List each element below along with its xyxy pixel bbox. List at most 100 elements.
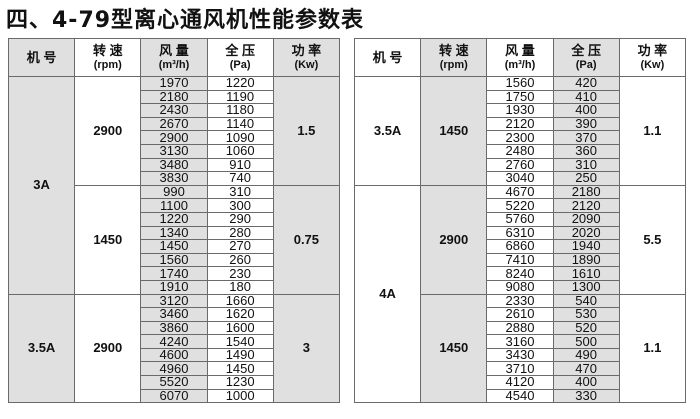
flow-cell: 3860	[140, 320, 208, 336]
table-row: 1910 180	[9, 279, 340, 295]
pressure-cell: 400	[552, 103, 620, 118]
pressure-cell: 280	[206, 225, 274, 241]
pressure-cell: 1000	[206, 388, 274, 404]
header-label: 功 率	[637, 42, 668, 58]
table-row: 1930 400	[355, 103, 686, 118]
model-cell: 3A	[7, 76, 76, 295]
flow-cell: 4540	[486, 388, 554, 404]
table-row: 6860 1940	[355, 239, 686, 254]
table-row: 3710 470	[355, 361, 686, 377]
flow-cell: 2180	[140, 89, 208, 105]
header-rpm: 转 速 (rpm)	[420, 38, 488, 77]
table-row: 4A 2900 4670 2180 5.5	[353, 184, 687, 404]
pressure-cell: 310	[206, 184, 274, 200]
pressure-cell: 520	[552, 320, 620, 336]
pressure-cell: 2180	[552, 184, 620, 200]
header-pressure: 全 压 (Pa)	[552, 38, 620, 77]
rpm-cell: 2900	[74, 293, 142, 404]
pressure-cell: 1450	[206, 361, 274, 377]
flow-cell: 5760	[486, 211, 554, 227]
table-row: 7410 1890	[355, 252, 686, 268]
table-row: 6070 1000	[9, 388, 340, 404]
header-power: 功 率 (Kw)	[618, 38, 687, 77]
header-model: 机 号	[353, 38, 422, 77]
pressure-cell: 310	[552, 157, 620, 173]
model-cell: 3.5A	[353, 76, 422, 186]
header-unit: (m³/h)	[504, 58, 536, 71]
pressure-cell: 300	[206, 198, 274, 213]
header-flow: 风 量 (m³/h)	[486, 38, 554, 77]
pressure-cell: 1220	[206, 76, 274, 91]
flow-cell: 3710	[486, 361, 554, 377]
pressure-cell: 1300	[552, 279, 620, 295]
flow-cell: 2610	[486, 307, 554, 322]
fan-performance-table-right: 机 号转 速 (rpm) 风 量 (m³/h) 全 压 (Pa) 功 率 (Kw) 3.5A 14…	[353, 38, 687, 404]
header-unit: (Pa)	[575, 58, 597, 71]
table-row: 2430 1180	[9, 103, 340, 118]
rpm-cell: 1450	[420, 76, 488, 186]
flow-cell: 4670	[486, 184, 554, 200]
header-label: 全 压	[571, 42, 601, 58]
flow-cell: 2480	[486, 143, 554, 159]
fan-performance-table-left: 机 号转 速 (rpm) 风 量 (m³/h) 全 压 (Pa) 功 率 (Kw) 3A 2900…	[7, 38, 341, 404]
pressure-cell: 1190	[206, 89, 274, 105]
header-label: 风 量	[159, 42, 189, 58]
pressure-cell: 1600	[206, 320, 274, 336]
pressure-cell: 1890	[552, 252, 620, 268]
pressure-cell: 1490	[206, 347, 274, 363]
header-unit: (rpm)	[93, 58, 122, 71]
table-row: 6310 2020	[355, 225, 686, 241]
table-row: 1450 2330 540 1.1	[355, 293, 687, 404]
pressure-cell: 470	[552, 361, 620, 377]
power-cell: 0.75	[272, 184, 341, 295]
header-label: 转 速	[438, 42, 469, 58]
flow-cell: 5520	[140, 375, 208, 390]
flow-cell: 3480	[140, 157, 208, 173]
table-row: 1740 230	[9, 266, 340, 281]
rpm-cell: 2900	[420, 184, 488, 295]
pressure-cell: 2120	[552, 198, 620, 213]
pressure-cell: 390	[552, 116, 620, 132]
table-row: 5220 2120	[355, 198, 686, 213]
pressure-cell: 290	[206, 211, 274, 227]
table-row: 4540 330	[355, 388, 686, 404]
pressure-cell: 420	[552, 76, 620, 91]
table-row: 1340 280	[9, 225, 340, 241]
table-row: 4600 1490	[9, 347, 340, 363]
flow-cell: 1560	[140, 252, 208, 268]
table-row: 2880 520	[355, 320, 686, 336]
header-model: 机 号	[7, 38, 76, 77]
flow-cell: 2900	[140, 130, 208, 145]
flow-cell: 4960	[140, 361, 208, 377]
power-cell: 1.1	[618, 293, 687, 404]
flow-cell: 6310	[486, 225, 554, 241]
flow-cell: 7410	[486, 252, 554, 268]
flow-cell: 3160	[486, 334, 554, 349]
table-row: 2760 310	[355, 157, 686, 173]
power-cell: 1.5	[272, 76, 341, 186]
flow-cell: 2430	[140, 103, 208, 118]
pressure-cell: 2090	[552, 211, 620, 227]
table-row: 5520 1230	[9, 375, 340, 390]
table-row: 3.5A 2900 3120 1660 3	[7, 293, 341, 404]
power-cell: 3	[272, 293, 341, 404]
flow-cell: 1970	[140, 76, 208, 91]
rpm-cell: 2900	[74, 76, 142, 186]
header-unit: (m³/h)	[158, 58, 190, 71]
header-label: 转 速	[92, 42, 123, 58]
table-row: 2120 390	[355, 116, 686, 132]
table-row: 3130 1060	[9, 143, 340, 159]
table-row: 5760 2090	[355, 211, 686, 227]
pressure-cell: 230	[206, 266, 274, 281]
pressure-cell: 1620	[206, 307, 274, 322]
header-label: 机 号	[372, 49, 403, 65]
table-row: 2610 530	[355, 307, 686, 322]
flow-cell: 4600	[140, 347, 208, 363]
flow-cell: 2670	[140, 116, 208, 132]
flow-cell: 1910	[140, 279, 208, 295]
pressure-cell: 530	[552, 307, 620, 322]
flow-cell: 2330	[486, 293, 554, 309]
flow-cell: 3830	[140, 171, 208, 186]
header-label: 全 压	[225, 42, 255, 58]
power-cell: 5.5	[618, 184, 687, 295]
